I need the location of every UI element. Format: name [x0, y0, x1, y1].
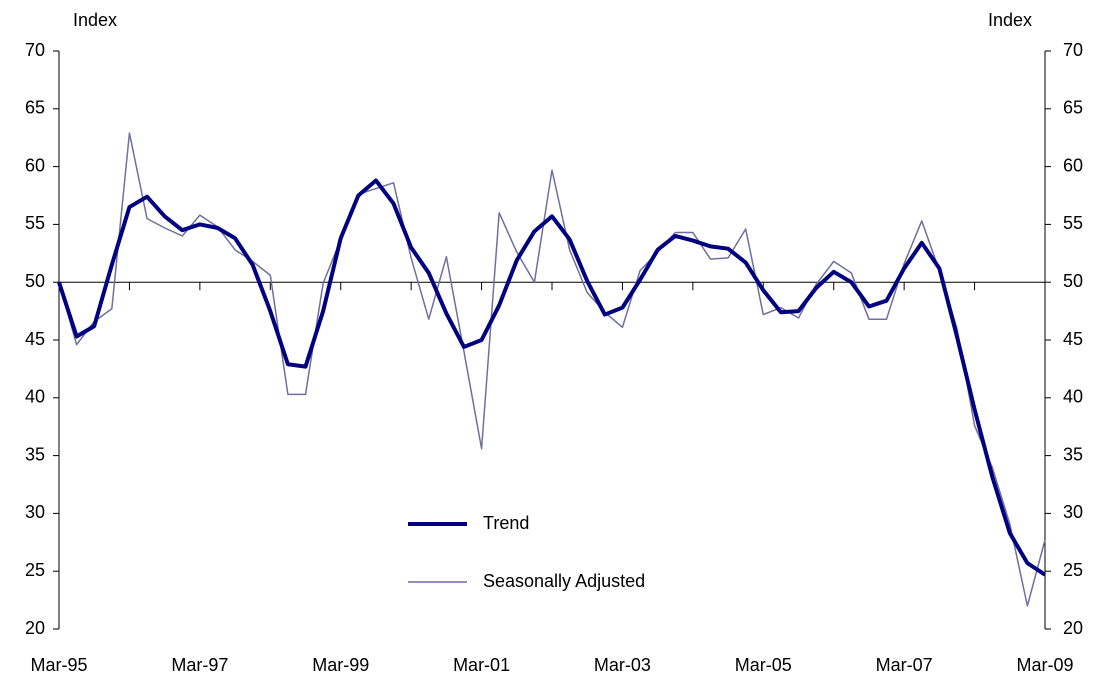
y2-tick-label: 55 [1063, 213, 1083, 233]
legend-label: Seasonally Adjusted [483, 571, 645, 591]
y2-tick-label: 65 [1063, 98, 1083, 118]
y2-tick-label: 50 [1063, 271, 1083, 291]
x-tick-label: Mar-01 [453, 655, 510, 675]
y2-axis-label: Index [988, 10, 1032, 30]
y-tick-label: 45 [25, 329, 45, 349]
y-tick-label: 35 [25, 444, 45, 464]
x-tick-label: Mar-99 [312, 655, 369, 675]
y-tick-label: 20 [25, 618, 45, 638]
x-tick-label: Mar-07 [876, 655, 933, 675]
y-tick-label: 65 [25, 98, 45, 118]
y2-tick-label: 70 [1063, 40, 1083, 60]
y-tick-label: 30 [25, 502, 45, 522]
series-line [58, 132, 1046, 607]
x-tick-label: Mar-09 [1016, 655, 1073, 675]
y2-tick-label: 45 [1063, 329, 1083, 349]
y2-tick-label: 60 [1063, 155, 1083, 175]
x-tick-label: Mar-97 [171, 655, 228, 675]
x-tick-label: Mar-03 [594, 655, 651, 675]
y-tick-label: 55 [25, 213, 45, 233]
x-tick-label: Mar-05 [735, 655, 792, 675]
x-tick-label: Mar-95 [30, 655, 87, 675]
y-tick-label: 50 [25, 271, 45, 291]
y2-tick-label: 35 [1063, 444, 1083, 464]
y-tick-label: 40 [25, 387, 45, 407]
y-axis-label: Index [73, 10, 117, 30]
y-tick-label: 60 [25, 155, 45, 175]
legend-label: Trend [483, 513, 529, 533]
y2-tick-label: 40 [1063, 387, 1083, 407]
y-tick-label: 70 [25, 40, 45, 60]
series-line [57, 178, 1047, 577]
y2-tick-label: 25 [1063, 560, 1083, 580]
y-tick-label: 25 [25, 560, 45, 580]
y2-tick-label: 20 [1063, 618, 1083, 638]
y2-tick-label: 30 [1063, 502, 1083, 522]
